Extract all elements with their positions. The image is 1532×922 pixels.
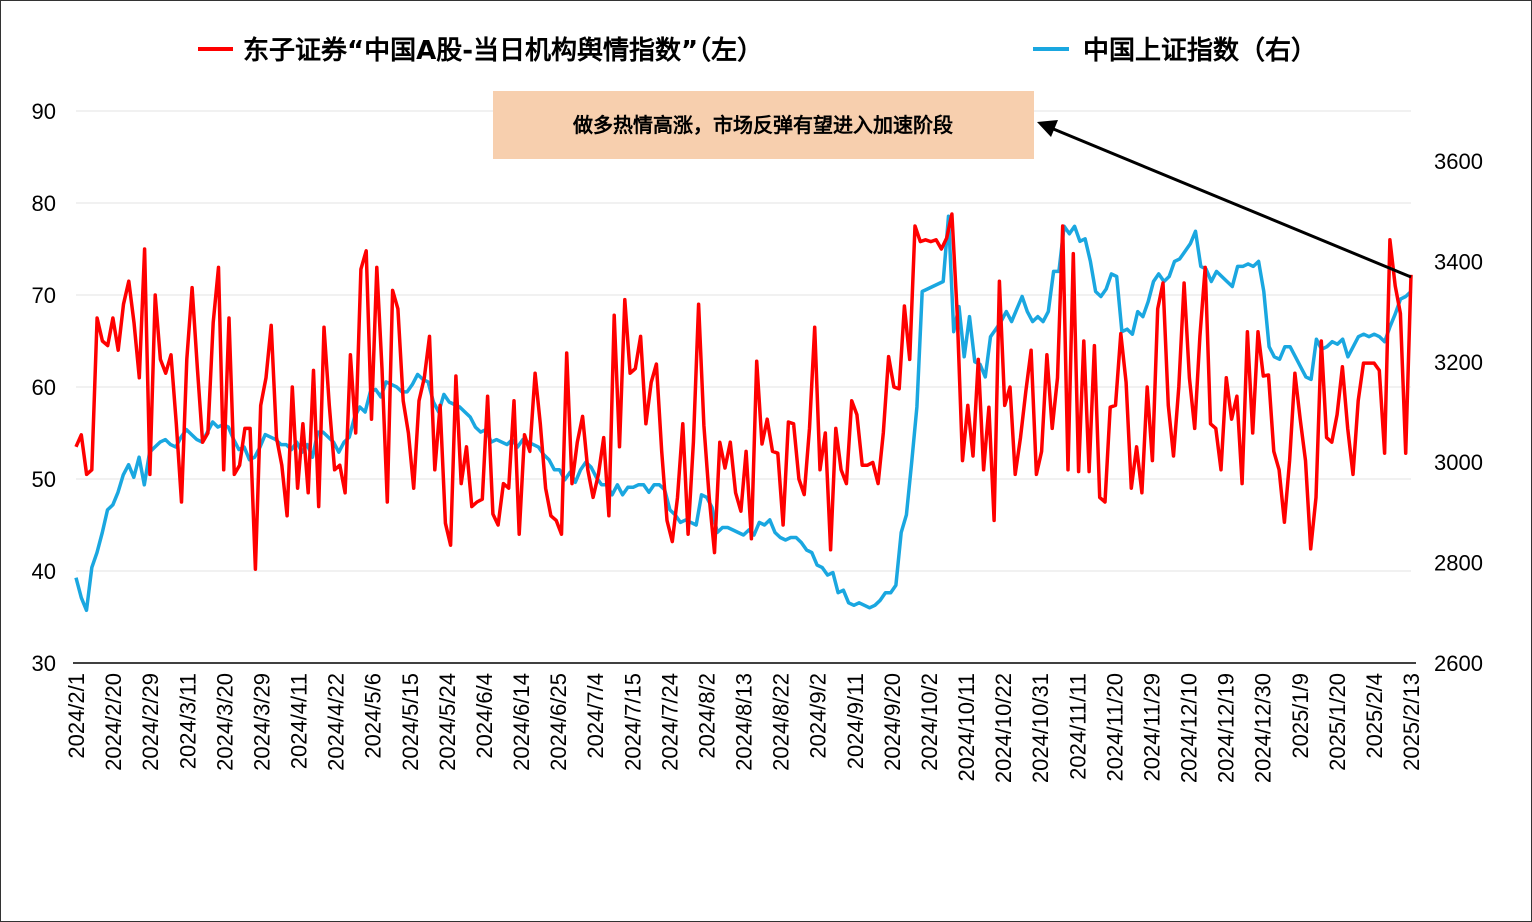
x-tick-label: 2024/9/20 <box>880 673 905 771</box>
x-tick-label: 2024/4/11 <box>287 673 312 769</box>
x-tick-label: 2024/2/20 <box>101 673 126 771</box>
annotation-arrow-line <box>1050 126 1412 279</box>
x-tick-label: 2024/8/22 <box>769 673 794 771</box>
left-tick-label: 40 <box>32 559 56 584</box>
series-line-shanghai-index <box>74 214 1413 613</box>
right-tick-label: 2600 <box>1434 651 1483 676</box>
left-tick-label: 60 <box>32 375 56 400</box>
x-tick-label: 2024/10/31 <box>1028 673 1053 783</box>
x-tick-label: 2024/8/13 <box>732 673 757 771</box>
x-tick-label: 2024/5/6 <box>361 673 386 759</box>
x-tick-label: 2024/10/22 <box>991 673 1016 783</box>
x-tick-label: 2024/2/29 <box>138 673 163 771</box>
x-tick-label: 2024/12/19 <box>1214 673 1239 783</box>
x-tick-label: 2024/12/10 <box>1177 673 1202 783</box>
x-tick-label: 2024/7/4 <box>583 673 608 759</box>
x-tick-label: 2024/11/20 <box>1102 673 1127 781</box>
annotation-box <box>493 91 1034 159</box>
x-tick-label: 2024/12/30 <box>1251 673 1276 783</box>
legend-label-index: 中国上证指数（右） <box>1083 36 1317 66</box>
x-tick-label: 2024/3/11 <box>175 673 200 769</box>
series-line-sentiment-index <box>74 212 1413 571</box>
x-tick-label: 2024/11/11 <box>1065 673 1090 780</box>
x-tick-label: 2024/6/4 <box>472 673 497 759</box>
x-tick-label: 2024/9/11 <box>843 673 868 769</box>
x-tick-label: 2025/1/20 <box>1325 673 1350 771</box>
annotation: 做多热情高涨，市场反弹有望进入加速阶段 <box>493 91 1412 279</box>
grid-lines <box>76 110 1411 572</box>
x-tick-label: 2024/9/2 <box>806 673 831 759</box>
legend-label-sentiment: 东子证券“中国A股-当日机构舆情指数”（左） <box>243 35 763 66</box>
x-tick-label: 2024/4/22 <box>324 673 349 771</box>
x-tick-label: 2025/2/13 <box>1399 673 1424 771</box>
x-tick-label: 2025/2/4 <box>1362 673 1387 759</box>
x-tick-label: 2024/3/29 <box>249 673 274 771</box>
right-tick-label: 3200 <box>1434 350 1483 375</box>
x-tick-label: 2024/6/14 <box>509 673 534 771</box>
x-tick-label: 2024/10/2 <box>917 673 942 771</box>
annotation-text: 做多热情高涨，市场反弹有望进入加速阶段 <box>572 113 953 137</box>
x-tick-label: 2024/10/11 <box>954 673 979 781</box>
x-tick-label: 2024/6/25 <box>546 673 571 771</box>
right-tick-label: 2800 <box>1434 551 1483 576</box>
x-tick-label: 2025/1/9 <box>1288 673 1313 759</box>
x-tick-label: 2024/8/2 <box>694 673 719 759</box>
left-tick-label: 30 <box>32 651 56 676</box>
right-axis-ticks: 2600 2800 3000 3200 3400 3600 <box>1434 149 1483 676</box>
x-tick-label: 2024/5/15 <box>398 673 423 771</box>
x-tick-label: 2024/2/1 <box>64 673 89 759</box>
right-tick-label: 3400 <box>1434 249 1483 274</box>
left-tick-label: 90 <box>32 99 56 124</box>
left-tick-label: 70 <box>32 283 56 308</box>
x-axis-ticks: 2024/2/1 2024/2/20 2024/2/29 2024/3/11 2024/… <box>64 673 1424 783</box>
x-tick-label: 2024/5/24 <box>435 673 460 771</box>
right-tick-label: 3600 <box>1434 149 1483 174</box>
legend: 东子证券“中国A股-当日机构舆情指数”（左） 中国上证指数（右） <box>198 35 1317 66</box>
x-tick-label: 2024/11/29 <box>1139 673 1164 781</box>
right-tick-label: 3000 <box>1434 450 1483 475</box>
x-tick-label: 2024/7/15 <box>620 673 645 771</box>
left-tick-label: 50 <box>32 467 56 492</box>
left-axis-ticks: 30 40 50 60 70 80 90 <box>32 99 56 676</box>
x-tick-label: 2024/7/24 <box>657 673 682 771</box>
annotation-arrow-head <box>1037 120 1058 137</box>
left-tick-label: 80 <box>32 191 56 216</box>
x-tick-label: 2024/3/20 <box>212 673 237 771</box>
